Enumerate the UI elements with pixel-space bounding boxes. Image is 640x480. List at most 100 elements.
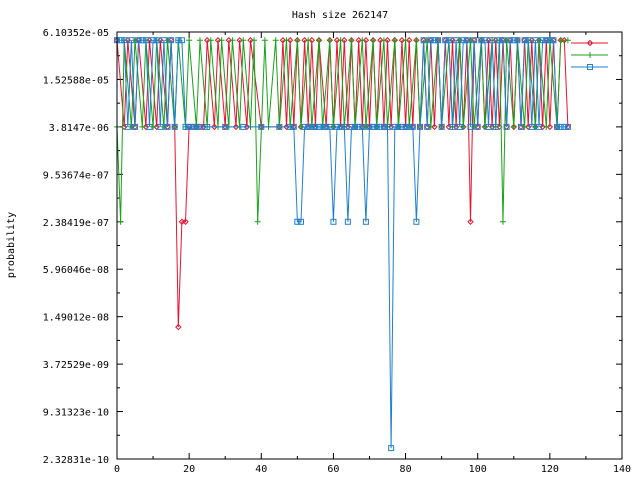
y-tick-label: 1.49012e-08: [43, 313, 109, 324]
x-tick-label: 60: [327, 464, 339, 475]
data-point: [456, 123, 463, 130]
data-point: [370, 123, 377, 130]
data-point: [536, 37, 543, 44]
legend-swatch-marker: [586, 39, 594, 47]
data-point: [384, 123, 391, 130]
data-point: [200, 123, 207, 131]
data-point: [186, 37, 193, 44]
data-point: [142, 37, 149, 44]
data-point: [272, 37, 279, 44]
y-tick-label: 9.31323e-10: [43, 408, 109, 419]
data-point: [326, 123, 333, 130]
y-tick-label: 6.10352e-05: [43, 28, 109, 39]
data-point: [142, 123, 150, 131]
data-point: [218, 37, 225, 44]
x-tick-label: 40: [255, 464, 267, 475]
data-point: [355, 37, 362, 44]
data-point: [128, 37, 135, 44]
data-point: [164, 123, 171, 130]
data-point: [481, 123, 488, 130]
data-point: [124, 37, 132, 44]
data-point: [175, 37, 182, 44]
data-point: [301, 37, 308, 44]
data-point: [521, 123, 528, 130]
data-point: [427, 123, 434, 130]
data-point: [240, 37, 247, 44]
data-point: [196, 123, 203, 130]
data-point: [348, 37, 355, 44]
data-point: [525, 123, 532, 131]
data-point: [203, 37, 211, 44]
data-point: [388, 445, 395, 452]
data-point: [286, 37, 294, 44]
data-point: [467, 218, 474, 225]
data-point: [362, 123, 369, 130]
data-point: [546, 37, 553, 44]
data-point: [384, 37, 391, 44]
data-point: [445, 123, 453, 131]
data-point: [160, 37, 167, 44]
series-3: [114, 37, 571, 452]
y-tick-label: 2.38419e-07: [43, 218, 109, 229]
data-point: [387, 123, 395, 131]
data-point: [424, 37, 431, 44]
data-point: [380, 37, 387, 44]
x-tick-label: 140: [613, 464, 631, 475]
data-point: [409, 123, 416, 130]
data-point: [489, 37, 496, 44]
x-tick-labels: 0 20 40 60 80 100 120 140: [114, 464, 631, 475]
data-point: [204, 123, 211, 130]
data-point: [478, 37, 485, 44]
data-point: [182, 123, 189, 130]
data-point: [377, 123, 384, 130]
data-point: [146, 37, 153, 44]
data-point: [391, 37, 398, 44]
y-tick-label: 3.8147e-06: [49, 123, 109, 134]
data-point: [359, 123, 366, 130]
data-point: [528, 123, 535, 130]
data-point: [305, 123, 312, 130]
data-point: [510, 123, 517, 130]
plot-frame: [116, 31, 623, 460]
data-point: [557, 123, 564, 130]
data-point: [254, 218, 261, 225]
data-point: [344, 123, 352, 131]
y-tick-label: 9.53674e-07: [43, 170, 109, 181]
data-point: [536, 123, 543, 130]
data-point: [326, 37, 333, 44]
data-point: [492, 37, 499, 44]
data-point: [232, 123, 240, 131]
data-point: [157, 37, 164, 44]
legend: [571, 39, 608, 70]
chart-title: Hash size 262147: [292, 10, 388, 21]
data-point: [352, 123, 359, 130]
data-point: [539, 37, 546, 44]
data-point: [243, 123, 251, 131]
data-point: [442, 37, 449, 44]
data-point: [452, 123, 460, 131]
data-point: [182, 218, 189, 225]
data-point: [496, 37, 503, 44]
data-point: [463, 37, 470, 44]
data-point: [503, 37, 510, 44]
data-point: [330, 123, 337, 130]
data-point: [420, 37, 427, 44]
data-point: [128, 123, 135, 130]
data-point: [139, 123, 146, 130]
data-point: [121, 37, 128, 44]
data-point: [153, 37, 160, 44]
data-point: [348, 123, 355, 130]
data-point: [431, 123, 438, 131]
data-point: [240, 123, 247, 130]
data-point: [366, 123, 373, 130]
data-point: [467, 37, 474, 44]
data-point: [294, 218, 301, 225]
data-point: [333, 37, 341, 44]
x-tick-label: 80: [400, 464, 412, 475]
data-point: [330, 218, 337, 225]
data-point: [518, 123, 524, 130]
data-point: [438, 123, 445, 130]
data-point: [150, 37, 157, 44]
legend-swatch-marker: [587, 52, 593, 58]
